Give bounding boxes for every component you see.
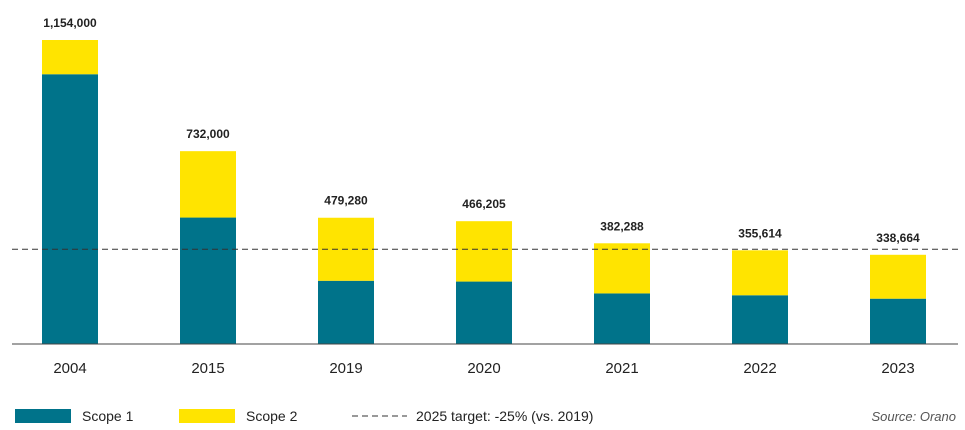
- x-tick-label-2020: 2020: [467, 360, 500, 377]
- bars-layer: [42, 40, 926, 345]
- bar-scope-1-2015: [180, 217, 236, 344]
- bar-scope-2-2022: [732, 250, 788, 296]
- legend-label-target: 2025 target: -25% (vs. 2019): [416, 408, 593, 424]
- total-label-2020: 466,205: [462, 197, 506, 211]
- total-label-2015: 732,000: [186, 127, 230, 141]
- bar-scope-2-2023: [870, 254, 926, 299]
- labels-layer: 1,154,000 2004 732,000 2015 479,280 2019 466,2…: [43, 16, 920, 377]
- legend-label-scope-2: Scope 2: [246, 408, 298, 424]
- x-tick-label-2022: 2022: [743, 360, 776, 377]
- bar-scope-1-2020: [456, 281, 512, 344]
- bar-scope-1-2022: [732, 295, 788, 344]
- total-label-2023: 338,664: [876, 231, 920, 245]
- total-label-2019: 479,280: [324, 194, 368, 208]
- x-tick-label-2004: 2004: [53, 360, 86, 377]
- source-note: Source: Orano: [871, 409, 956, 424]
- bar-scope-1-2021: [594, 293, 650, 344]
- bar-scope-2-2021: [594, 243, 650, 294]
- legend-swatch-scope-2: [179, 409, 235, 423]
- total-label-2021: 382,288: [600, 219, 644, 233]
- bar-scope-2-2020: [456, 221, 512, 282]
- bar-scope-1-2023: [870, 298, 926, 344]
- total-label-2022: 355,614: [738, 226, 782, 240]
- x-tick-label-2015: 2015: [191, 360, 224, 377]
- total-label-2004: 1,154,000: [43, 16, 97, 30]
- legend-swatch-scope-1: [15, 409, 71, 423]
- x-tick-label-2021: 2021: [605, 360, 638, 377]
- legend-label-scope-1: Scope 1: [82, 408, 134, 424]
- x-tick-label-2019: 2019: [329, 360, 362, 377]
- bar-scope-2-2004: [42, 40, 98, 75]
- bar-scope-1-2019: [318, 280, 374, 344]
- bar-scope-1-2004: [42, 74, 98, 345]
- legend: Scope 1 Scope 2 2025 target: -25% (vs. 2…: [15, 408, 593, 424]
- x-tick-label-2023: 2023: [881, 360, 914, 377]
- bar-scope-2-2015: [180, 151, 236, 218]
